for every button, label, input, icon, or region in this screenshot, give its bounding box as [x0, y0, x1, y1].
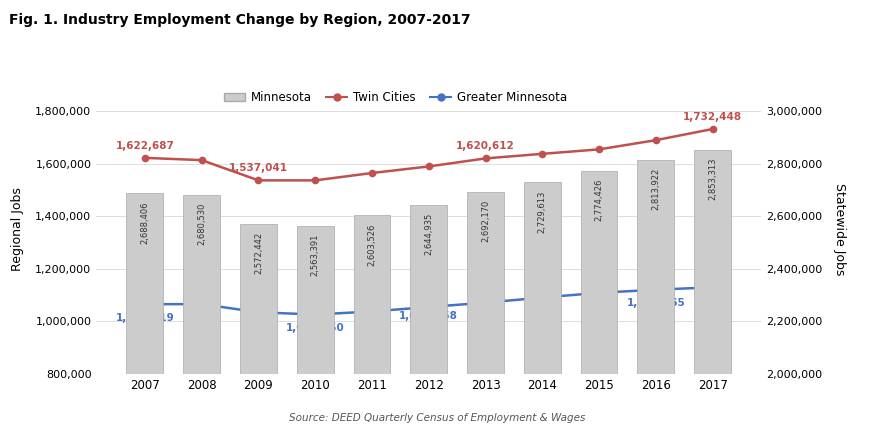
- Bar: [297, 226, 333, 425]
- Bar: [524, 182, 561, 425]
- Text: 2,692,170: 2,692,170: [481, 200, 490, 242]
- Bar: [183, 195, 220, 425]
- Bar: [127, 193, 164, 425]
- Bar: [410, 204, 447, 425]
- Text: 2,603,526: 2,603,526: [368, 223, 376, 266]
- Text: 2,813,922: 2,813,922: [651, 168, 661, 210]
- Text: 1,071,558: 1,071,558: [399, 311, 458, 321]
- Text: 2,729,613: 2,729,613: [538, 190, 547, 232]
- Bar: [694, 150, 731, 425]
- Text: 2,853,313: 2,853,313: [708, 158, 717, 200]
- Text: 2,688,406: 2,688,406: [140, 201, 150, 244]
- Bar: [240, 224, 276, 425]
- Text: 2,774,426: 2,774,426: [594, 178, 604, 221]
- Bar: [637, 160, 675, 425]
- Bar: [354, 215, 390, 425]
- Text: 1,732,448: 1,732,448: [683, 112, 742, 122]
- Text: 2,644,935: 2,644,935: [424, 212, 433, 255]
- Text: 1,120,865: 1,120,865: [626, 298, 685, 308]
- Y-axis label: Statewide Jobs: Statewide Jobs: [834, 183, 846, 276]
- Text: 1,622,687: 1,622,687: [116, 141, 174, 150]
- Bar: [581, 170, 618, 425]
- Y-axis label: Regional Jobs: Regional Jobs: [11, 187, 24, 272]
- Text: 1,065,719: 1,065,719: [116, 313, 174, 323]
- Legend: Minnesota, Twin Cities, Greater Minnesota: Minnesota, Twin Cities, Greater Minnesot…: [224, 91, 567, 104]
- Text: 1,620,612: 1,620,612: [456, 141, 514, 151]
- Text: Fig. 1. Industry Employment Change by Region, 2007-2017: Fig. 1. Industry Employment Change by Re…: [9, 13, 471, 27]
- Bar: [467, 192, 504, 425]
- Text: 2,572,442: 2,572,442: [254, 232, 263, 274]
- Text: 2,563,391: 2,563,391: [311, 234, 319, 276]
- Text: 1,026,350: 1,026,350: [286, 323, 345, 333]
- Text: 1,537,041: 1,537,041: [229, 163, 288, 173]
- Text: Source: DEED Quarterly Census of Employment & Wages: Source: DEED Quarterly Census of Employm…: [290, 413, 585, 423]
- Text: 2,680,530: 2,680,530: [197, 203, 206, 246]
